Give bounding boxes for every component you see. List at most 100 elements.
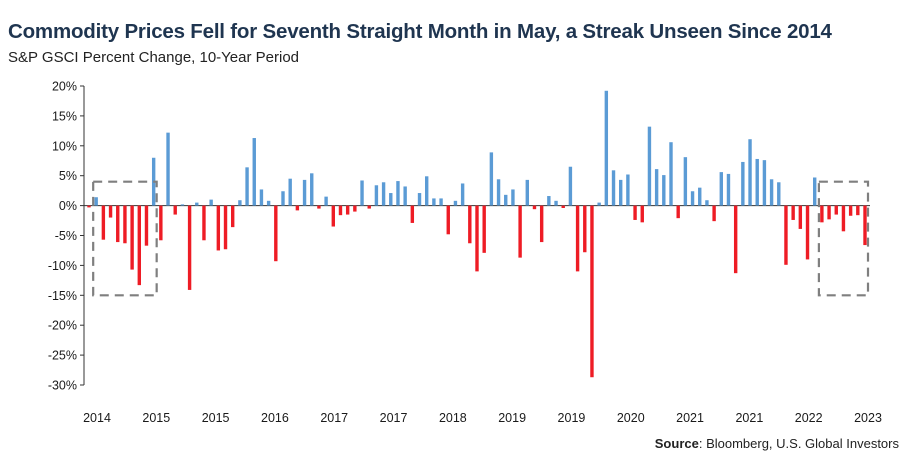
bar [791, 205, 795, 220]
bar [496, 179, 501, 206]
bar [396, 181, 400, 206]
bar [403, 186, 407, 206]
bar [633, 205, 637, 220]
bar [195, 202, 199, 206]
bar [295, 205, 300, 211]
bar [547, 196, 551, 206]
x-tick-label: 2016 [261, 411, 289, 425]
bar [669, 142, 673, 206]
bar [489, 152, 494, 206]
y-tick-label: -20% [48, 319, 77, 333]
x-tick-label: 2019 [498, 411, 526, 425]
x-tick-label: 2020 [617, 411, 645, 425]
bar [130, 205, 134, 270]
bar [166, 132, 170, 206]
bar [676, 205, 680, 219]
bar [137, 205, 141, 286]
bar [827, 205, 831, 220]
bar [834, 205, 838, 215]
bar [216, 205, 221, 251]
bar [367, 205, 371, 209]
bar [288, 178, 292, 206]
bar [482, 205, 486, 253]
bar [698, 187, 702, 206]
bar [719, 172, 723, 206]
bar [281, 191, 285, 206]
bar [345, 205, 350, 215]
bar [784, 205, 788, 265]
source-note: Source: Bloomberg, U.S. Global Investors [655, 436, 899, 451]
y-tick-label: -15% [48, 289, 77, 303]
bar [683, 157, 688, 206]
bar [446, 205, 450, 235]
bar [568, 166, 573, 206]
bar [180, 204, 185, 206]
bar [259, 189, 264, 206]
bar [805, 205, 810, 260]
bar [238, 200, 242, 206]
bar [310, 173, 314, 206]
bar [769, 179, 774, 206]
bar [274, 205, 278, 262]
bar [848, 205, 853, 216]
bar [798, 205, 803, 229]
source-text: : Bloomberg, U.S. Global Investors [698, 436, 899, 451]
y-tick-label: 10% [52, 139, 77, 153]
chart-title: Commodity Prices Fell for Seventh Straig… [8, 20, 832, 43]
x-tick-label: 2015 [142, 411, 170, 425]
x-tick-label: 2017 [380, 411, 408, 425]
bar [611, 170, 616, 206]
bar [532, 205, 537, 210]
bar [159, 205, 163, 241]
bar [410, 205, 415, 223]
y-tick-label: -10% [48, 259, 77, 273]
bar [777, 182, 781, 206]
bar [439, 198, 443, 206]
bar [417, 193, 422, 206]
bar [690, 191, 695, 206]
bar [604, 90, 609, 206]
bar [518, 205, 522, 258]
bar [381, 182, 386, 206]
y-tick-label: 20% [52, 80, 77, 94]
bar [647, 126, 652, 206]
bar [561, 205, 565, 208]
bar [453, 200, 458, 206]
y-tick-label: -30% [48, 379, 77, 393]
bar [748, 139, 752, 206]
bar [475, 205, 479, 272]
chart-subtitle: S&P GSCI Percent Change, 10-Year Period [8, 49, 300, 66]
bar [590, 205, 594, 378]
bar [144, 205, 149, 246]
y-tick-label: 5% [59, 169, 77, 183]
y-tick-label: 0% [59, 199, 77, 213]
bar [762, 160, 767, 206]
x-tick-label: 2018 [439, 411, 467, 425]
bar [813, 177, 817, 206]
x-tick-label: 2017 [320, 411, 348, 425]
bar [525, 179, 529, 206]
bar [504, 194, 508, 206]
x-tick-label: 2019 [558, 411, 586, 425]
bar [317, 205, 321, 209]
bar [425, 176, 429, 206]
bar [741, 161, 745, 206]
bar [353, 205, 357, 212]
bar [123, 205, 127, 244]
y-tick-label: -5% [55, 229, 77, 243]
bar [338, 205, 343, 216]
bar [252, 138, 256, 206]
bar [460, 183, 465, 206]
x-tick-label: 2021 [735, 411, 763, 425]
bar [755, 158, 759, 206]
bar [820, 205, 824, 223]
bar [101, 205, 106, 240]
x-tick-label: 2022 [795, 411, 823, 425]
bar [863, 205, 867, 246]
bar [554, 200, 558, 206]
bar [619, 179, 623, 206]
bar [94, 197, 98, 206]
bar [266, 200, 271, 206]
bar [331, 205, 335, 227]
y-tick-label: 15% [52, 109, 77, 123]
